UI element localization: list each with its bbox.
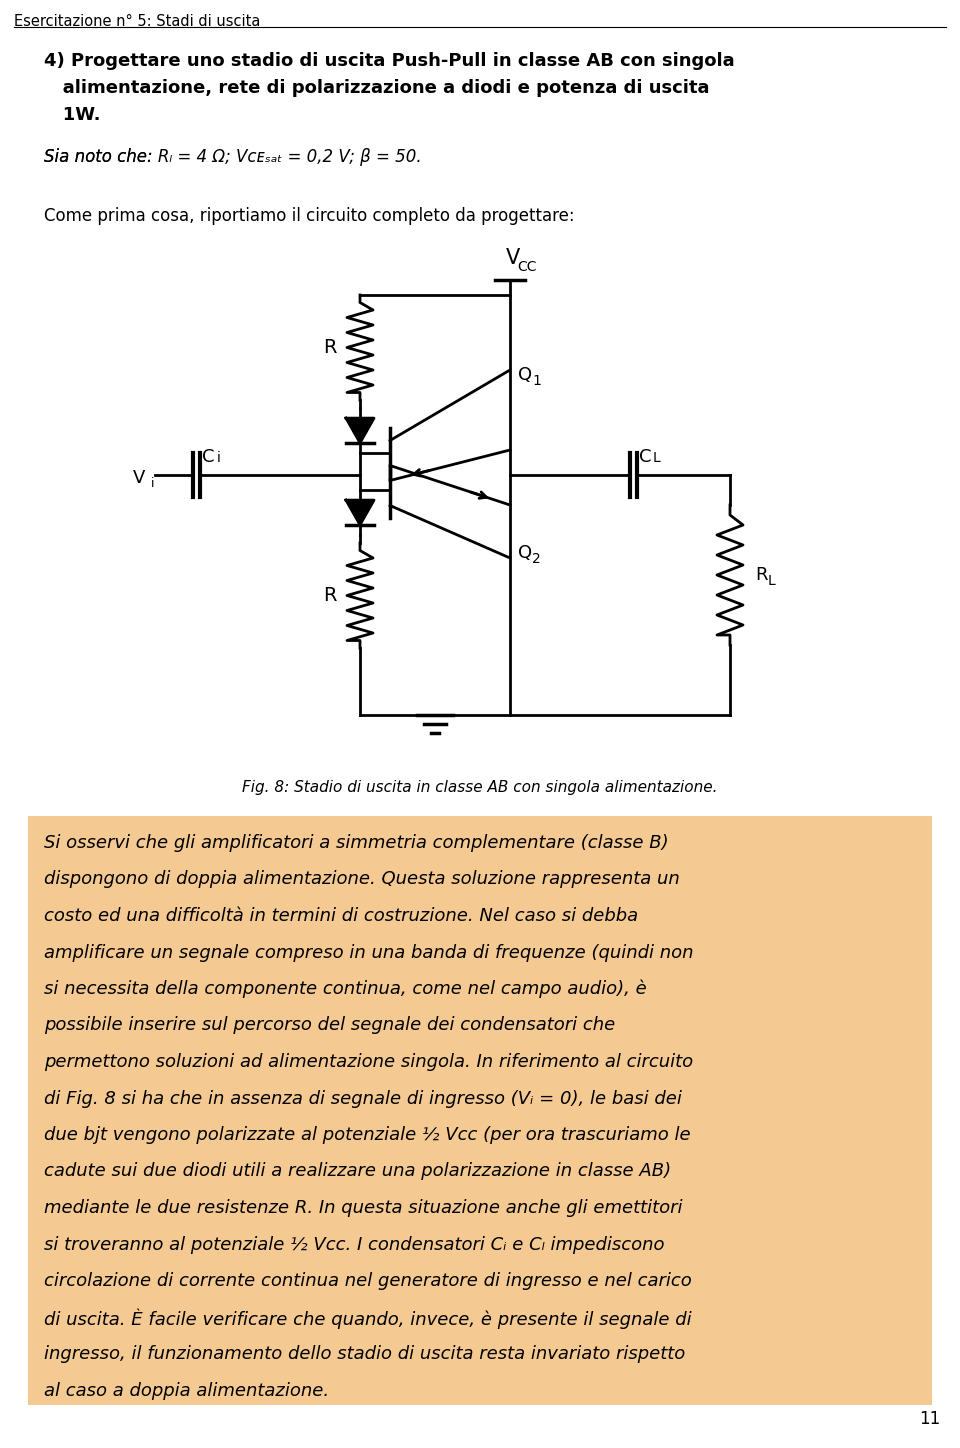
Text: Come prima cosa, riportiamo il circuito completo da progettare:: Come prima cosa, riportiamo il circuito …: [44, 207, 575, 224]
Polygon shape: [346, 500, 374, 524]
Text: alimentazione, rete di polarizzazione a diodi e potenza di uscita: alimentazione, rete di polarizzazione a …: [44, 80, 709, 97]
Text: Si osservi che gli amplificatori a simmetria complementare (classe B): Si osservi che gli amplificatori a simme…: [44, 834, 668, 851]
Text: amplificare un segnale compreso in una banda di frequenze (quindi non: amplificare un segnale compreso in una b…: [44, 944, 693, 961]
Text: i: i: [217, 450, 221, 465]
Text: L: L: [768, 573, 776, 588]
Text: 1: 1: [532, 374, 540, 388]
Text: costo ed una difficoltà in termini di costruzione. Nel caso si debba: costo ed una difficoltà in termini di co…: [44, 906, 638, 925]
Text: mediante le due resistenze R. In questa situazione anche gli emettitori: mediante le due resistenze R. In questa …: [44, 1199, 683, 1216]
Text: CC: CC: [517, 261, 537, 274]
Text: dispongono di doppia alimentazione. Questa soluzione rappresenta un: dispongono di doppia alimentazione. Ques…: [44, 870, 680, 889]
Text: C: C: [638, 447, 651, 466]
Text: R: R: [324, 337, 337, 358]
Text: 2: 2: [532, 552, 540, 566]
Text: R: R: [324, 586, 337, 605]
Text: si necessita della componente continua, come nel campo audio), è: si necessita della componente continua, …: [44, 980, 647, 999]
Text: L: L: [652, 450, 660, 465]
Text: C: C: [202, 447, 214, 466]
Polygon shape: [346, 418, 374, 443]
Text: di uscita. È facile verificare che quando, invece, è presente il segnale di: di uscita. È facile verificare che quand…: [44, 1309, 691, 1329]
Text: permettono soluzioni ad alimentazione singola. In riferimento al circuito: permettono soluzioni ad alimentazione si…: [44, 1053, 693, 1072]
Text: 4) Progettare uno stadio di uscita Push-Pull in classe AB con singola: 4) Progettare uno stadio di uscita Push-…: [44, 52, 734, 70]
Text: V: V: [132, 469, 145, 487]
Text: al caso a doppia alimentazione.: al caso a doppia alimentazione.: [44, 1381, 329, 1400]
Text: Q: Q: [518, 366, 532, 384]
Text: si troveranno al potenziale ½ Vᴄᴄ. I condensatori Cᵢ e Cₗ impediscono: si troveranno al potenziale ½ Vᴄᴄ. I con…: [44, 1235, 664, 1254]
Text: R: R: [755, 566, 767, 584]
Text: Esercitazione n° 5: Stadi di uscita: Esercitazione n° 5: Stadi di uscita: [14, 14, 260, 29]
Text: Sia noto che: Rₗ = 4 Ω; Vᴄᴇₛₐₜ = 0,2 V; β = 50.: Sia noto che: Rₗ = 4 Ω; Vᴄᴇₛₐₜ = 0,2 V; …: [44, 148, 421, 167]
Text: cadute sui due diodi utili a realizzare una polarizzazione in classe AB): cadute sui due diodi utili a realizzare …: [44, 1163, 671, 1180]
Text: circolazione di corrente continua nel generatore di ingresso e nel carico: circolazione di corrente continua nel ge…: [44, 1271, 692, 1290]
Text: Fig. 8: Stadio di uscita in classe AB con singola alimentazione.: Fig. 8: Stadio di uscita in classe AB co…: [242, 780, 718, 795]
Text: due bjt vengono polarizzate al potenziale ½ Vᴄᴄ (per ora trascuriamo le: due bjt vengono polarizzate al potenzial…: [44, 1127, 690, 1144]
Bar: [28, 817, 932, 1405]
Text: Sia noto che:: Sia noto che:: [44, 148, 157, 167]
Text: i: i: [151, 476, 155, 489]
Text: 11: 11: [919, 1410, 940, 1428]
Text: possibile inserire sul percorso del segnale dei condensatori che: possibile inserire sul percorso del segn…: [44, 1016, 615, 1034]
Text: 1W.: 1W.: [44, 106, 101, 125]
Text: ingresso, il funzionamento dello stadio di uscita resta invariato rispetto: ingresso, il funzionamento dello stadio …: [44, 1345, 685, 1363]
Text: di Fig. 8 si ha che in assenza di segnale di ingresso (Vᵢ = 0), le basi dei: di Fig. 8 si ha che in assenza di segnal…: [44, 1089, 682, 1108]
Text: Q: Q: [518, 544, 532, 562]
Text: V: V: [506, 248, 520, 268]
